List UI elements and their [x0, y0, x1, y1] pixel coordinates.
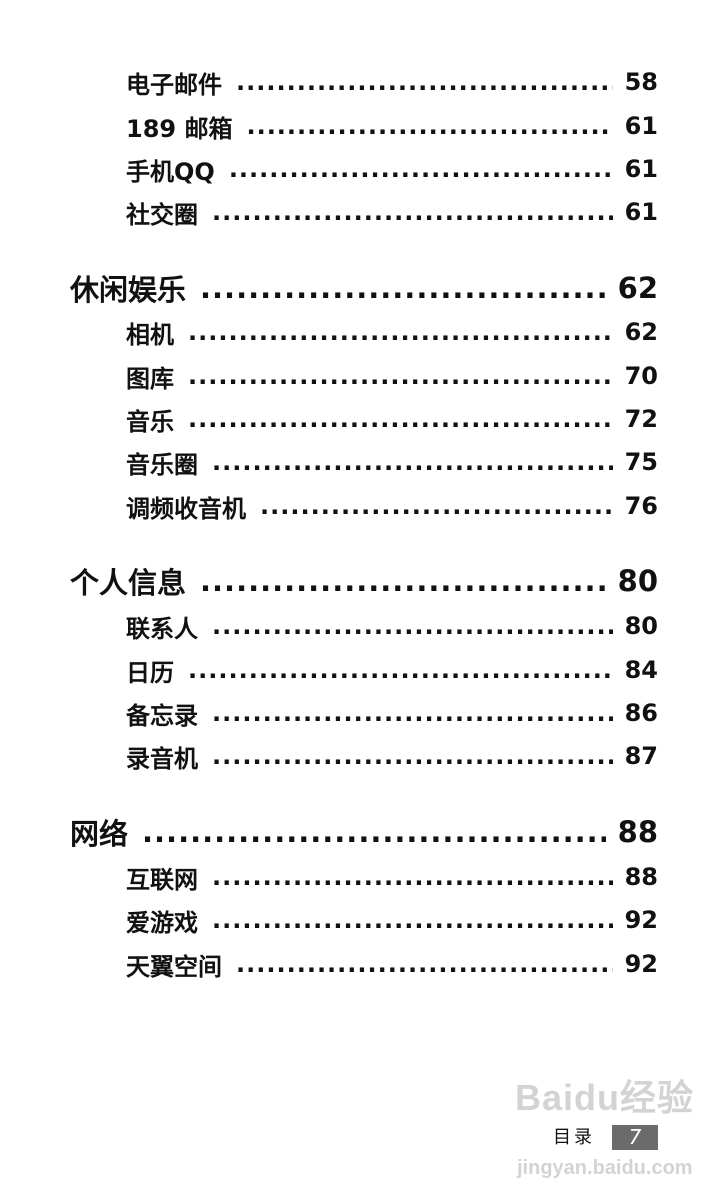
- toc-entry-page: 88: [624, 863, 658, 891]
- toc-entry-page: 62: [617, 271, 658, 305]
- toc-entry-page: 72: [624, 405, 658, 433]
- toc-entry: 手机QQ 61: [126, 152, 658, 186]
- toc-entry-page: 61: [624, 112, 658, 140]
- dot-leader: [188, 405, 613, 433]
- toc-entry: 日历 84: [126, 653, 658, 687]
- dot-leader: [212, 612, 613, 640]
- toc-entry-title: 电子邮件: [126, 70, 222, 99]
- dot-leader: [212, 863, 613, 891]
- toc-entry-page: 75: [624, 448, 658, 476]
- toc-entry-title: 手机QQ: [126, 157, 215, 186]
- dot-leader: [188, 656, 613, 684]
- toc-entry-title: 互联网: [126, 865, 198, 894]
- toc-entry-title: 爱游戏: [126, 908, 198, 937]
- dot-leader: [229, 155, 613, 183]
- toc-entry-title: 录音机: [126, 744, 198, 773]
- toc-entry-title: 189 邮箱: [126, 114, 233, 143]
- toc-entry-title: 社交圈: [126, 200, 198, 229]
- toc-entry: 音乐 72: [126, 402, 658, 436]
- toc-entry-title: 相机: [126, 320, 174, 349]
- footer-section-label: 目录: [553, 1127, 595, 1148]
- toc-entry-page: 84: [624, 656, 658, 684]
- dot-leader: [200, 564, 606, 598]
- dot-leader: [188, 362, 613, 390]
- toc-entry-page: 76: [624, 492, 658, 520]
- toc-entry-page: 58: [624, 68, 658, 96]
- toc-entry: 社交圈 61: [126, 195, 658, 229]
- dot-leader: [212, 699, 613, 727]
- toc-entry-title: 音乐圈: [126, 450, 198, 479]
- toc-entry-page: 92: [624, 906, 658, 934]
- toc-entry: 爱游戏 92: [126, 903, 658, 937]
- dot-leader: [212, 906, 613, 934]
- toc-entry-title: 个人信息: [70, 566, 187, 600]
- toc-entry-title: 图库: [126, 364, 174, 393]
- toc-entry: 电子邮件 58: [126, 65, 658, 99]
- toc-entry: 备忘录 86: [126, 696, 658, 730]
- toc-entry-page: 70: [624, 362, 658, 390]
- toc-entry: 189 邮箱 61: [126, 109, 658, 143]
- toc-entry-title: 休闲娱乐: [70, 273, 187, 307]
- dot-leader: [212, 448, 613, 476]
- toc-entry: 音乐圈 75: [126, 445, 658, 479]
- toc-entry-page: 80: [624, 612, 658, 640]
- page-number: 7: [612, 1125, 658, 1150]
- toc-entry-title: 音乐: [126, 407, 174, 436]
- toc-entry-page: 87: [624, 742, 658, 770]
- toc-entry-page: 80: [617, 564, 658, 598]
- dot-leader: [200, 271, 606, 305]
- toc-entry: 相机 62: [126, 315, 658, 349]
- toc-entry-page: 88: [617, 815, 658, 849]
- toc-entry: 互联网 88: [126, 860, 658, 894]
- toc-entry: 录音机 87: [126, 739, 658, 773]
- toc-section-entry: 网络 88: [70, 812, 658, 852]
- toc-entry-title: 网络: [70, 817, 129, 851]
- toc-section-entry: 休闲娱乐 62: [70, 268, 658, 308]
- toc-entry: 天翼空间 92: [126, 947, 658, 981]
- dot-leader: [142, 815, 606, 849]
- toc-entry-title: 调频收音机: [126, 494, 246, 523]
- dot-leader: [188, 318, 613, 346]
- toc-entry: 调频收音机 76: [126, 489, 658, 523]
- toc-entry: 图库 70: [126, 359, 658, 393]
- watermark-url: jingyan.baidu.com: [517, 1157, 693, 1179]
- dot-leader: [212, 742, 613, 770]
- dot-leader: [212, 198, 613, 226]
- toc-entry-page: 92: [624, 950, 658, 978]
- toc-entry-page: 86: [624, 699, 658, 727]
- toc-entry-title: 备忘录: [126, 701, 198, 730]
- toc-entry: 联系人 80: [126, 609, 658, 643]
- dot-leader: [236, 68, 613, 96]
- toc-section-entry: 个人信息 80: [70, 561, 658, 601]
- toc-entry-page: 62: [624, 318, 658, 346]
- watermark-brand: Baidu经验: [515, 1077, 695, 1118]
- toc-entry-page: 61: [624, 198, 658, 226]
- dot-leader: [246, 112, 612, 140]
- dot-leader: [236, 950, 613, 978]
- toc-entry-page: 61: [624, 155, 658, 183]
- toc-entry-title: 天翼空间: [126, 952, 222, 981]
- toc-entry-title: 日历: [126, 658, 174, 687]
- toc-entry-title: 联系人: [126, 614, 198, 643]
- dot-leader: [260, 492, 613, 520]
